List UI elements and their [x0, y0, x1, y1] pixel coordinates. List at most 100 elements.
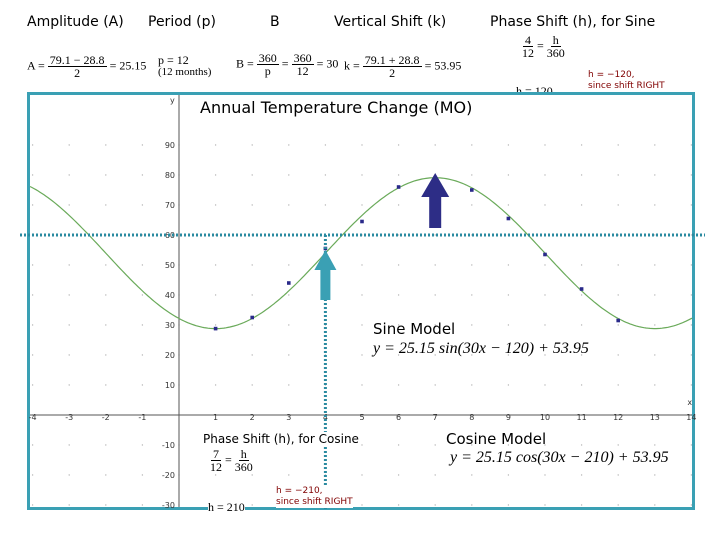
grid-dot	[690, 234, 693, 236]
y-tick-label: 10	[165, 381, 175, 390]
grid-dot	[544, 174, 546, 176]
grid-dot	[288, 324, 290, 326]
grid-dot	[361, 354, 363, 356]
grid-dot	[361, 444, 363, 446]
grid-dot	[324, 204, 327, 206]
grid-dot	[434, 264, 436, 266]
grid-dot	[214, 384, 217, 386]
data-point	[360, 219, 364, 224]
grid-dot	[690, 264, 693, 266]
grid-dot	[251, 474, 253, 476]
grid-dot	[361, 324, 363, 326]
grid-dot	[361, 384, 363, 386]
grid-dot	[690, 324, 693, 326]
grid-dot	[434, 144, 436, 146]
grid-dot	[544, 324, 546, 326]
grid-dot	[654, 264, 656, 266]
grid-dot	[617, 294, 619, 296]
grid-dot	[251, 384, 253, 386]
grid-dot	[397, 444, 400, 446]
grid-dot	[580, 204, 583, 206]
grid-dot	[251, 204, 253, 206]
grid-dot	[580, 384, 583, 386]
b-header: B	[270, 14, 280, 30]
b-formula: B = 360 p = 360 12 = 30	[236, 51, 339, 78]
data-point	[616, 318, 620, 323]
grid-dot	[141, 294, 144, 296]
grid-dot	[471, 324, 473, 326]
grid-dot	[288, 264, 290, 266]
grid-dot	[471, 474, 473, 476]
grid-dot	[288, 474, 290, 476]
grid-dot	[31, 504, 34, 506]
x-tick-label: 13	[650, 413, 660, 422]
grid-dot	[105, 354, 107, 356]
grid-dot	[31, 444, 34, 446]
data-point	[543, 252, 547, 257]
grid-dot	[214, 324, 217, 326]
grid-dot	[361, 174, 363, 176]
grid-dot	[214, 144, 217, 146]
grid-dot	[68, 504, 70, 506]
grid-dot	[31, 474, 34, 476]
data-point	[396, 185, 401, 189]
grid-dot	[288, 384, 290, 386]
grid-dot	[251, 324, 253, 326]
grid-dot	[617, 504, 619, 506]
grid-dot	[654, 474, 656, 476]
grid-dot	[654, 294, 656, 296]
grid-dot	[251, 354, 253, 356]
grid-dot	[397, 324, 400, 326]
grid-dot	[617, 324, 619, 326]
grid-dot	[31, 324, 34, 326]
grid-dot	[617, 144, 619, 146]
grid-dot	[580, 474, 583, 476]
y-tick-label: -20	[162, 471, 175, 480]
grid-dot	[617, 474, 619, 476]
x-axis-letter: x	[687, 398, 692, 407]
grid-dot	[141, 234, 144, 236]
sine-model-equation: y = 25.15 sin(30x − 120) + 53.95	[373, 340, 589, 357]
phase-shift-cosine-header: Phase Shift (h), for Cosine	[203, 432, 359, 446]
grid-dot	[214, 204, 217, 206]
grid-dot	[654, 384, 656, 386]
grid-dot	[434, 474, 436, 476]
grid-dot	[105, 294, 107, 296]
grid-dot	[690, 174, 693, 176]
data-point	[506, 216, 511, 221]
cosine-phase-formula: 7 12 = h 360	[210, 447, 253, 474]
grid-dot	[141, 144, 144, 146]
grid-dot	[141, 264, 144, 266]
grid-dot	[471, 354, 473, 356]
graph-frame	[27, 92, 695, 510]
grid-dot	[105, 444, 107, 446]
grid-dot	[690, 384, 693, 386]
data-point	[579, 287, 584, 291]
grid-dot	[471, 264, 473, 266]
grid-dot	[544, 474, 546, 476]
grid-dot	[471, 174, 473, 176]
grid-dot	[31, 264, 34, 266]
amplitude-formula: A = 79.1 − 28.8 2 = 25.15	[27, 53, 147, 80]
grid-dot	[507, 324, 510, 326]
y-tick-label: -10	[162, 441, 175, 450]
period-header: Period (p)	[148, 14, 216, 30]
grid-dot	[617, 204, 619, 206]
grid-dot	[654, 354, 656, 356]
data-point	[470, 188, 474, 192]
cosine-model-equation: y = 25.15 cos(30x − 210) + 53.95	[450, 449, 669, 466]
grid-dot	[288, 294, 290, 296]
grid-dot	[434, 294, 436, 296]
grid-dot	[31, 204, 34, 206]
grid-dot	[507, 384, 510, 386]
grid-dot	[434, 234, 436, 236]
grid-dot	[214, 234, 217, 236]
grid-dot	[361, 264, 363, 266]
vertical-shift-header: Vertical Shift (k)	[334, 14, 447, 30]
x-tick-label: -3	[65, 413, 73, 422]
grid-dot	[471, 504, 473, 506]
grid-dot	[251, 174, 253, 176]
phase-shift-sine-header: Phase Shift (h), for Sine	[490, 14, 656, 30]
grid-dot	[214, 264, 217, 266]
grid-dot	[580, 354, 583, 356]
